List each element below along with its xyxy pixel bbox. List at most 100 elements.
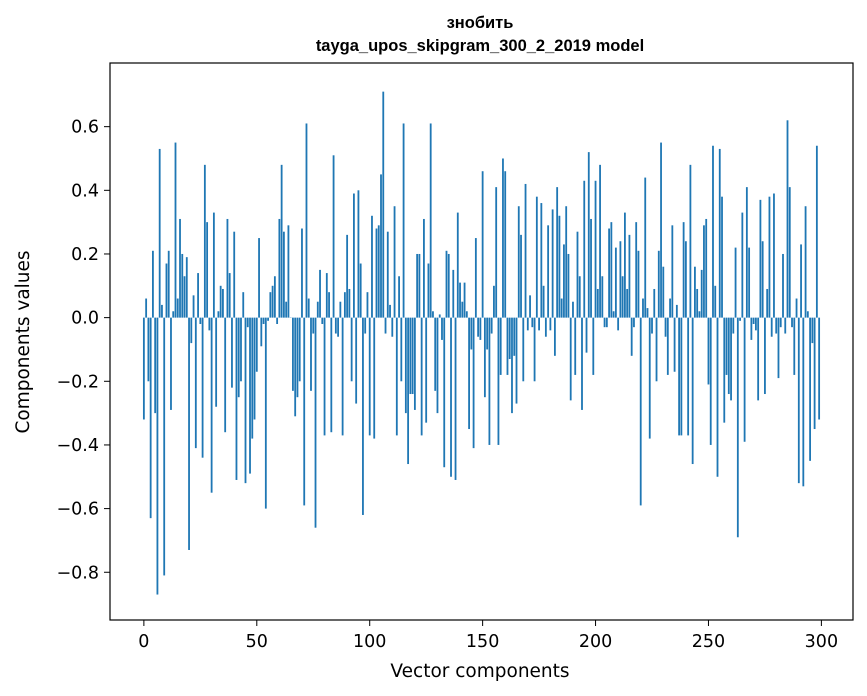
bar-component-164: [513, 317, 516, 356]
bar-component-238: [680, 317, 683, 436]
bar-component-115: [402, 123, 405, 318]
bar-component-172: [531, 317, 534, 328]
bar-component-267: [745, 187, 748, 318]
bar-component-13: [172, 311, 175, 318]
bar-component-4: [152, 250, 154, 318]
bar-component-132: [441, 317, 443, 340]
bar-component-102: [373, 317, 376, 439]
bar-component-259: [727, 317, 730, 395]
y-tick-label: −0.2: [57, 372, 100, 392]
bar-component-230: [662, 266, 665, 318]
bar-component-80: [323, 317, 326, 436]
bar-component-48: [251, 317, 254, 439]
bar-component-138: [454, 317, 457, 480]
y-tick-label: −0.4: [57, 436, 100, 456]
bar-component-183: [556, 187, 559, 318]
bar-component-75: [312, 317, 315, 334]
bar-component-98: [364, 317, 367, 334]
bar-component-240: [684, 241, 687, 318]
bar-component-162: [508, 317, 511, 360]
bar-component-126: [427, 263, 430, 318]
bar-component-39: [231, 317, 233, 388]
bar-component-107: [384, 317, 387, 334]
bar-component-157: [497, 317, 500, 445]
bar-component-43: [240, 317, 242, 382]
bar-component-32: [215, 317, 218, 407]
bar-component-263: [736, 317, 739, 538]
bar-component-108: [386, 231, 389, 318]
bar-component-19: [185, 257, 188, 318]
bar-component-269: [750, 317, 753, 340]
bar-component-294: [806, 311, 809, 318]
bar-component-81: [325, 273, 328, 318]
bar-component-198: [590, 218, 592, 318]
bar-component-87: [339, 301, 342, 318]
y-tick-label: 0.2: [71, 245, 99, 265]
x-tick-label: 200: [579, 632, 612, 652]
bar-component-261: [732, 317, 735, 334]
bar-component-54: [264, 317, 267, 509]
bar-component-214: [626, 288, 629, 318]
bar-component-273: [759, 199, 762, 318]
bar-component-109: [389, 304, 391, 318]
bar-component-63: [285, 301, 288, 318]
bar-component-82: [328, 292, 330, 318]
bar-component-277: [768, 196, 771, 318]
bar-component-45: [244, 317, 247, 484]
bar-component-64: [287, 225, 290, 318]
bar-component-152: [486, 317, 489, 350]
bar-component-245: [696, 288, 699, 318]
bar-component-186: [563, 244, 565, 318]
bar-component-21: [190, 317, 193, 344]
bar-component-155: [493, 285, 495, 318]
bar-component-196: [585, 317, 588, 353]
bar-component-187: [565, 206, 568, 318]
bar-component-207: [610, 222, 613, 318]
bar-component-17: [181, 253, 184, 318]
bar-component-91: [348, 288, 351, 318]
y-tick-label: −0.8: [57, 563, 100, 583]
bar-component-111: [393, 206, 396, 318]
bar-component-69: [298, 317, 301, 382]
bar-component-287: [791, 317, 793, 328]
bar-component-202: [599, 164, 601, 318]
bar-component-266: [743, 317, 746, 442]
bar-component-118: [409, 317, 412, 395]
bar-component-12: [170, 317, 172, 410]
bar-component-0: [142, 317, 145, 420]
bar-component-96: [359, 263, 362, 318]
bar-component-26: [201, 317, 204, 458]
bar-component-78: [319, 269, 321, 318]
y-tick-label: 0.4: [71, 181, 99, 201]
bar-component-144: [468, 317, 470, 430]
bar-component-204: [603, 317, 606, 328]
bar-component-30: [210, 317, 213, 493]
bar-component-159: [502, 158, 504, 318]
chart-title: знобить: [447, 14, 514, 32]
bar-component-46: [246, 317, 249, 328]
y-tick-label: 0.0: [71, 309, 99, 329]
bar-component-248: [703, 225, 705, 318]
bar-component-92: [350, 317, 353, 382]
bar-component-5: [154, 317, 157, 414]
bar-component-249: [705, 218, 708, 318]
bar-component-76: [314, 317, 317, 528]
bar-component-252: [712, 145, 714, 318]
bar-component-73: [307, 298, 310, 318]
bar-component-94: [355, 317, 358, 404]
bar-component-208: [612, 311, 615, 318]
bar-component-190: [572, 301, 574, 318]
bar-component-228: [657, 250, 660, 318]
bar-component-71: [303, 317, 306, 506]
bar-component-105: [380, 174, 382, 318]
bar-component-131: [438, 314, 441, 318]
bar-component-281: [777, 317, 780, 379]
x-tick-label: 300: [805, 632, 838, 652]
bar-component-178: [544, 317, 547, 337]
bar-component-279: [773, 193, 775, 318]
bar-component-181: [551, 209, 554, 318]
bar-component-101: [371, 215, 373, 318]
bar-component-292: [802, 317, 805, 487]
bar-component-56: [269, 292, 272, 318]
bar-component-174: [535, 196, 538, 318]
